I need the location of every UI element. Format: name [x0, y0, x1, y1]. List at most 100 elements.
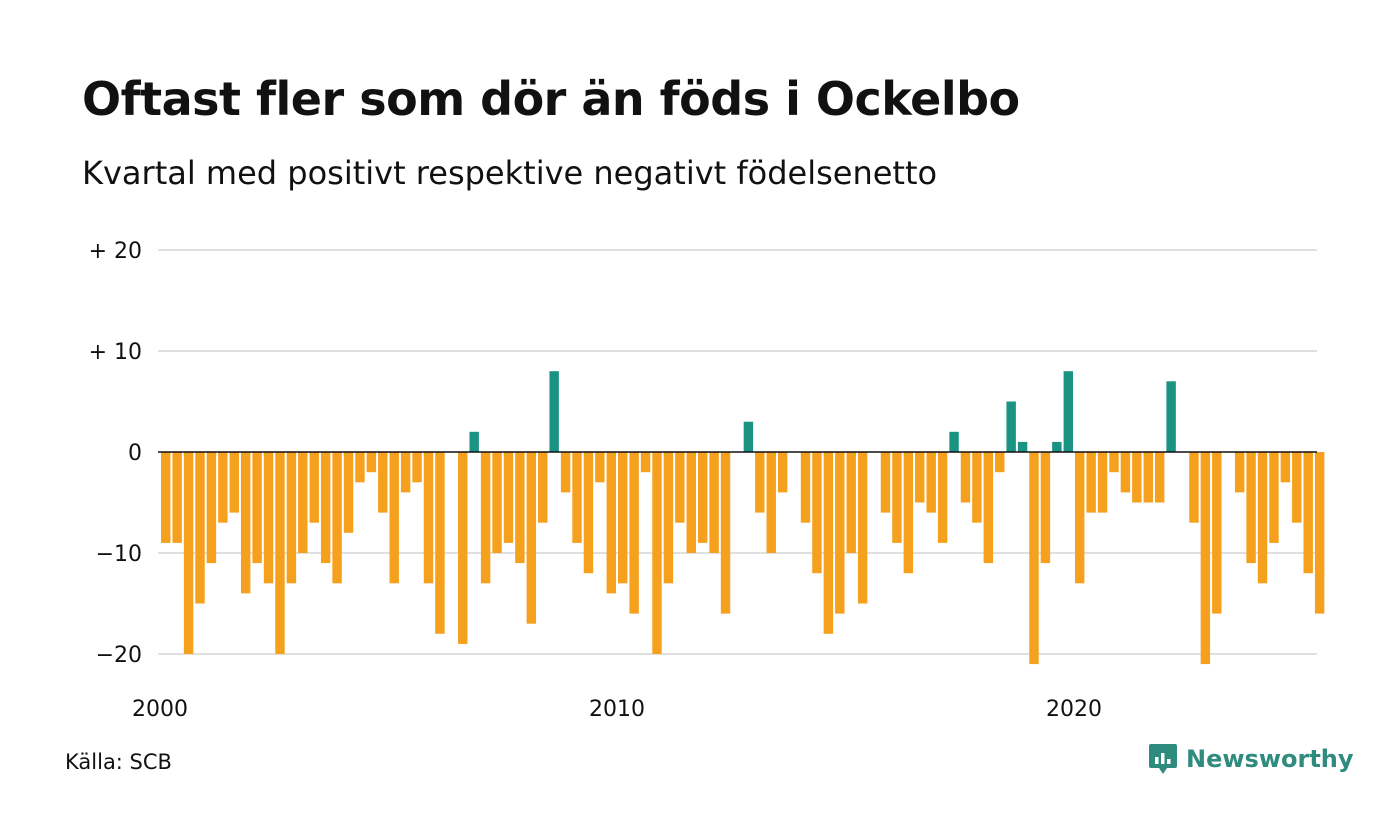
bar: [766, 452, 776, 553]
bar: [812, 452, 822, 574]
bar: [1257, 452, 1268, 584]
bar: [1006, 401, 1016, 452]
bar: [686, 452, 696, 553]
bar: [755, 452, 765, 513]
bar: [435, 452, 445, 634]
bar: [1303, 452, 1313, 574]
brand-name: Newsworthy: [1186, 745, 1354, 773]
bar: [515, 452, 525, 564]
bar: [1280, 452, 1291, 483]
bar: [355, 452, 365, 483]
chart-title: Oftast fler som dör än föds i Ockelbo: [82, 72, 1020, 126]
bar: [389, 452, 399, 584]
bar: [1017, 441, 1028, 452]
bar: [492, 452, 502, 553]
bar: [1075, 452, 1085, 584]
bar: [926, 452, 936, 513]
bar: [480, 452, 491, 584]
bar: [995, 452, 1005, 473]
bar: [183, 452, 194, 654]
bar: [1132, 452, 1142, 503]
bar: [937, 452, 948, 543]
newsworthy-logo-icon: [1149, 744, 1177, 774]
bar: [1189, 452, 1199, 523]
bar: [309, 452, 319, 523]
bar: [1292, 452, 1302, 523]
bar: [675, 452, 685, 523]
bar: [1086, 452, 1096, 513]
bar: [1246, 452, 1256, 564]
bar: [286, 452, 297, 584]
bar: [503, 452, 514, 543]
bar: [218, 452, 228, 523]
bar: [549, 371, 559, 452]
bar: [1052, 441, 1062, 452]
bar: [161, 452, 171, 543]
bar: [538, 452, 548, 523]
bar: [229, 452, 239, 513]
x-tick-label: 2000: [132, 697, 188, 722]
bar: [1269, 452, 1279, 543]
bar: [206, 452, 217, 564]
x-tick-label: 2020: [1046, 697, 1102, 722]
bar: [298, 452, 308, 553]
y-tick-label: 0: [128, 441, 142, 466]
bar: [892, 452, 902, 543]
bar: [458, 452, 468, 644]
bar: [823, 452, 834, 634]
bar: [378, 452, 388, 513]
bar: [983, 452, 994, 564]
bar: [880, 452, 891, 513]
bar: [1029, 452, 1039, 665]
bar: [640, 452, 651, 473]
bar: [618, 452, 628, 584]
bar: [915, 452, 925, 503]
bar: [583, 452, 594, 574]
bar: [743, 421, 754, 452]
bar: [240, 452, 251, 594]
bar: [560, 452, 571, 493]
bar: [412, 452, 422, 483]
bar: [1234, 452, 1245, 493]
bar: [709, 452, 719, 553]
bar: [275, 452, 285, 654]
brand-logo: Newsworthy: [1148, 742, 1354, 776]
bar-chart: + 20 + 10 0 −10 −20 2000 2010 2020: [89, 239, 1325, 722]
bar: [320, 452, 331, 564]
bar: [972, 452, 982, 523]
bar: [949, 431, 959, 452]
bar: [1154, 452, 1165, 503]
bar: [800, 452, 811, 523]
bar: [663, 452, 674, 584]
bar: [1109, 452, 1119, 473]
y-tick-label: + 20: [89, 239, 142, 264]
bar: [423, 452, 434, 584]
bars: [161, 371, 1325, 665]
bar: [1040, 452, 1051, 564]
bar: [195, 452, 205, 604]
bar: [400, 452, 411, 493]
bar: [572, 452, 582, 543]
y-axis-ticks: + 20 + 10 0 −10 −20: [89, 239, 142, 668]
bar: [1143, 452, 1153, 503]
bar: [343, 452, 354, 533]
source-note: Källa: SCB: [65, 750, 172, 774]
bar: [1212, 452, 1222, 614]
bar: [1314, 452, 1325, 614]
y-tick-label: −20: [96, 643, 142, 668]
bar: [652, 452, 662, 654]
bar: [903, 452, 914, 574]
bar: [777, 452, 788, 493]
bar: [1097, 452, 1108, 513]
bar: [469, 431, 479, 452]
y-tick-label: −10: [96, 542, 142, 567]
chart-subtitle: Kvartal med positivt respektive negativt…: [82, 154, 938, 192]
bar: [1063, 371, 1074, 452]
bar: [526, 452, 537, 624]
bar: [1120, 452, 1131, 493]
gridlines: [158, 249, 1317, 655]
bar: [595, 452, 605, 483]
bar: [332, 452, 342, 584]
bar: [366, 452, 377, 473]
bar: [960, 452, 971, 503]
